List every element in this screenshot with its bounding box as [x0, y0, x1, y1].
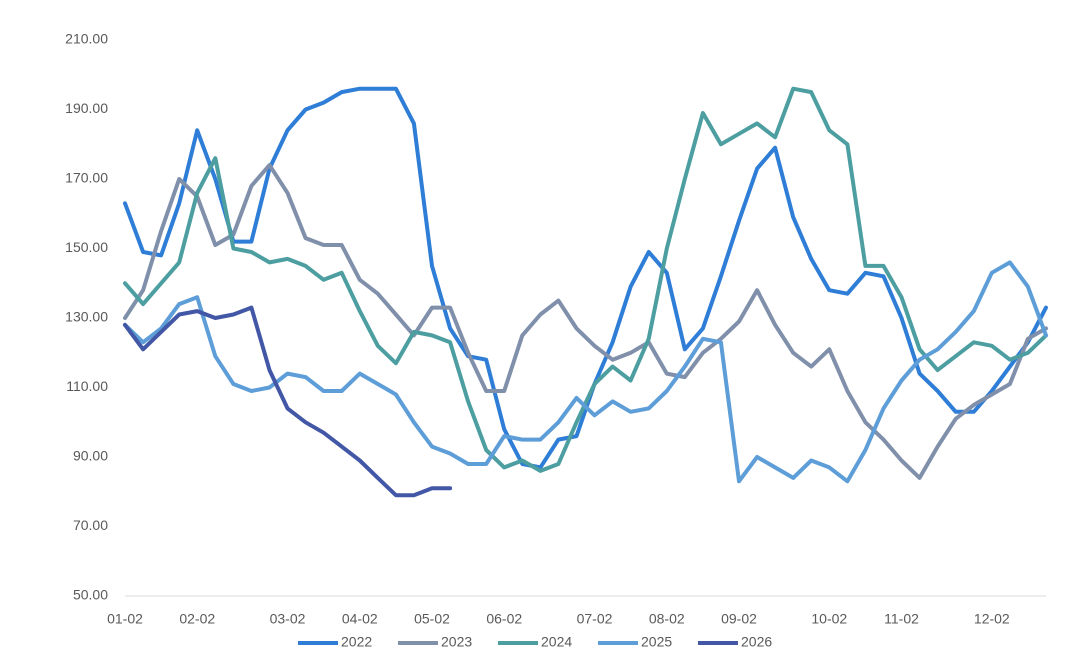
- series-line: [123, 305, 453, 498]
- y-tick-label: 190.00: [65, 100, 108, 116]
- x-tick-label: 02-02: [179, 611, 215, 627]
- series-line: [123, 86, 1048, 473]
- x-tick-label: 12-02: [974, 611, 1010, 627]
- y-tick-label: 150.00: [65, 239, 108, 255]
- y-tick-label: 50.00: [73, 587, 108, 603]
- series-line: [123, 86, 1048, 470]
- y-tick-label: 130.00: [65, 309, 108, 325]
- y-tick-label: 110.00: [66, 378, 108, 394]
- legend-label: 2022: [341, 634, 372, 650]
- x-tick-label: 04-02: [342, 611, 378, 627]
- x-tick-label: 05-02: [414, 611, 450, 627]
- x-tick-label: 11-02: [884, 611, 919, 627]
- x-tick-label: 09-02: [721, 611, 757, 627]
- series-line: [123, 260, 1048, 484]
- legend-label: 2025: [641, 634, 672, 650]
- x-tick-label: 10-02: [811, 611, 847, 627]
- legend-label: 2024: [541, 634, 572, 650]
- x-tick-label: 01-02: [107, 611, 143, 627]
- x-tick-label: 07-02: [577, 611, 613, 627]
- y-tick-label: 170.00: [65, 170, 108, 186]
- legend-label: 2023: [441, 634, 472, 650]
- legend-label: 2026: [741, 634, 772, 650]
- x-tick-label: 06-02: [486, 611, 522, 627]
- x-tick-label: 08-02: [649, 611, 685, 627]
- y-tick-label: 210.00: [65, 31, 108, 47]
- series-line: [123, 163, 1048, 480]
- x-tick-label: 03-02: [270, 611, 306, 627]
- y-tick-label: 90.00: [73, 448, 108, 464]
- y-tick-label: 70.00: [73, 517, 108, 533]
